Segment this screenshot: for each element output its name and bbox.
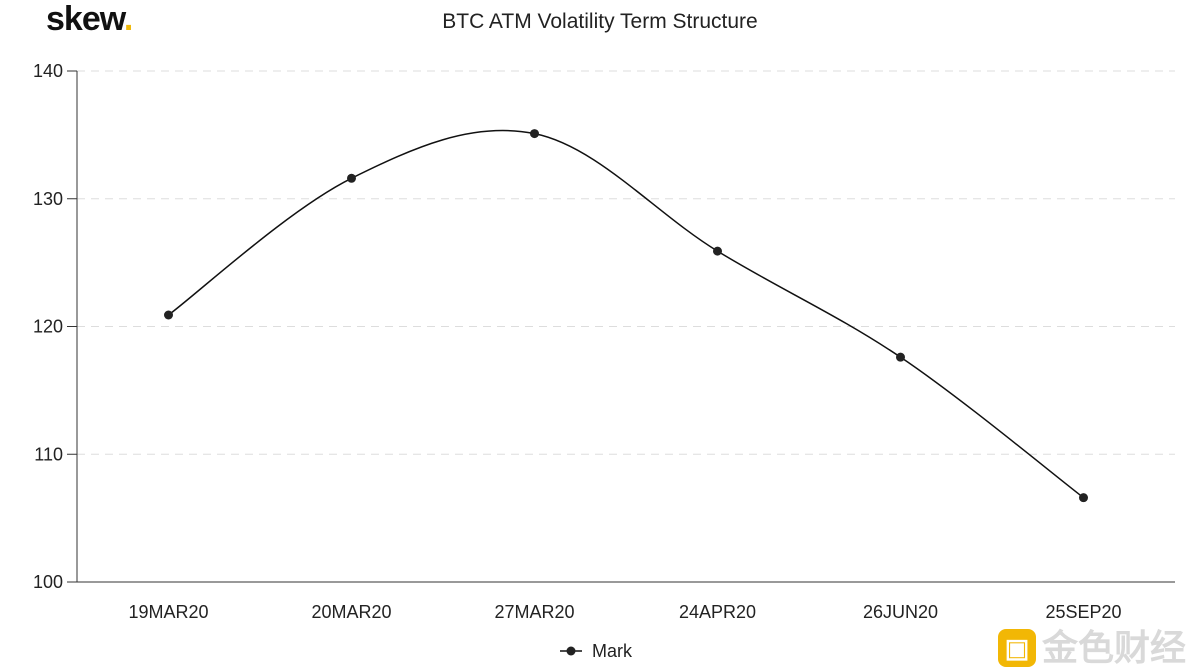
- data-point: [164, 310, 173, 320]
- x-tick-label: 25SEP20: [1045, 602, 1121, 622]
- logo-dot: .: [123, 0, 134, 38]
- x-tick-label: 19MAR20: [128, 602, 208, 622]
- watermark-text: 金色财经: [1041, 627, 1186, 668]
- y-tick-label: 110: [34, 444, 63, 464]
- chart-title-text: BTC ATM Volatility Term Structure: [442, 10, 758, 33]
- y-tick-label: 140: [33, 61, 63, 81]
- data-point: [713, 246, 722, 256]
- x-tick-label: 24APR20: [679, 602, 756, 622]
- data-point: [347, 173, 356, 183]
- y-tick-label: 120: [33, 317, 63, 337]
- series-line: [168, 129, 1084, 499]
- skew-logo: skew.: [46, 0, 134, 39]
- jinse-logo-icon: ▣: [997, 629, 1036, 667]
- chart-title: BTC ATM Volatility Term Structure: [0, 10, 1200, 34]
- x-tick-label: 20MAR20: [311, 602, 391, 622]
- data-point: [530, 129, 539, 139]
- y-tick-label: 100: [33, 572, 63, 592]
- data-point: [896, 352, 905, 362]
- x-tick-label: 27MAR20: [494, 602, 574, 622]
- logo-text: skew: [46, 0, 125, 38]
- y-tick-label: 130: [33, 189, 63, 209]
- data-point: [1079, 493, 1088, 503]
- legend-label: Mark: [592, 641, 633, 661]
- watermark: ▣ 金色财经: [997, 627, 1186, 668]
- legend-marker: [566, 646, 576, 656]
- x-tick-label: 26JUN20: [863, 602, 938, 622]
